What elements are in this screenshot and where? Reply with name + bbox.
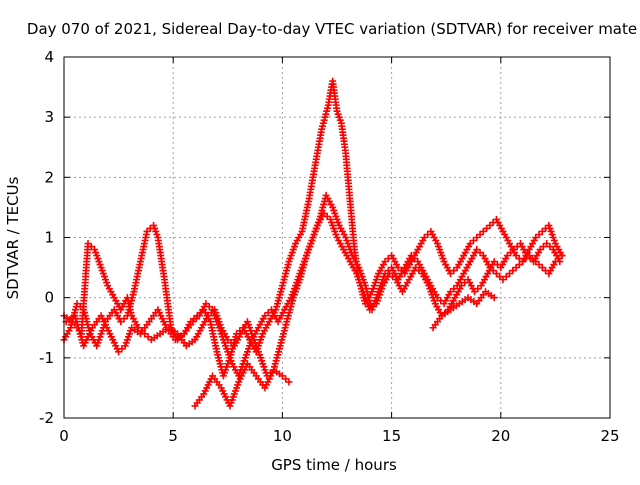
chart-title: Day 070 of 2021, Sidereal Day-to-day VTE… [27,20,637,38]
x-tick-label: 20 [491,427,510,445]
data-point [556,258,564,266]
y-tick-label: -1 [39,349,54,367]
y-tick-label: 1 [44,229,54,247]
y-tick-label: 0 [44,289,54,307]
x-tick-label: 25 [600,427,619,445]
y-tick-label: -2 [39,409,54,427]
y-axis-label: SDTVAR / TECUs [4,176,22,299]
data-points [60,77,566,410]
x-tick-label: 0 [59,427,69,445]
y-tick-label: 3 [44,108,54,126]
y-tick-label: 2 [44,168,54,186]
data-point [285,378,293,386]
x-tick-label: 10 [273,427,292,445]
x-axis-label: GPS time / hours [271,456,397,474]
plot-frame [63,56,611,419]
axes: 0 5 10 15 20 25 -2 -1 0 1 2 3 4 [39,48,620,445]
x-tick-label: 15 [382,427,401,445]
data-point [490,294,498,302]
x-tick-label: 5 [168,427,178,445]
y-tick-label: 4 [44,48,54,66]
